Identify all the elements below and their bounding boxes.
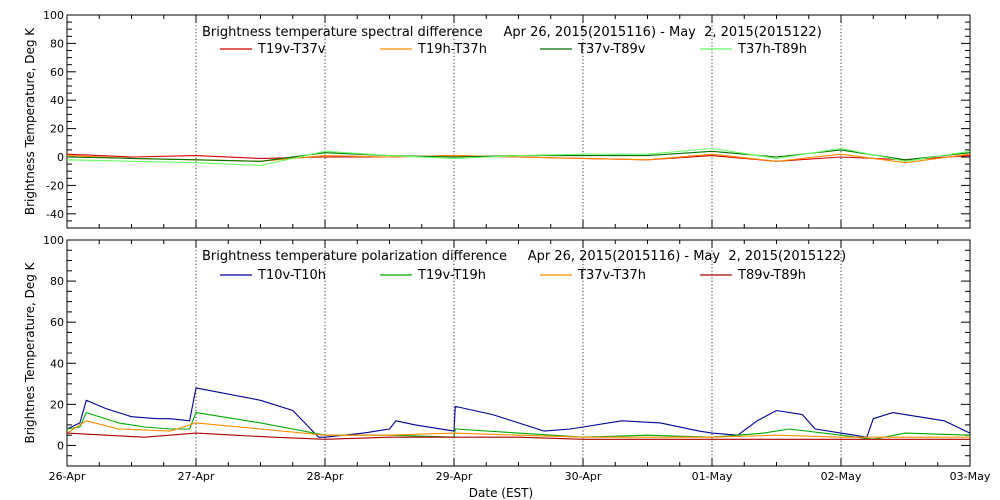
x-tick-label: 03-May xyxy=(950,470,991,483)
y-tick-label: 40 xyxy=(50,94,64,107)
x-axis-title: Date (EST) xyxy=(469,486,533,500)
chart-title: Brightness temperature polarization diff… xyxy=(202,249,846,264)
legend-label: T19h-T37h xyxy=(417,42,487,57)
series-line-T37h-T89h xyxy=(66,147,971,167)
legend-label: T19v-T37v xyxy=(257,42,326,57)
series-line-T10v-T10h xyxy=(66,387,971,438)
y-tick-label: 60 xyxy=(50,316,64,329)
series-line-T37v-T37h xyxy=(66,420,970,438)
y-tick-label: 100 xyxy=(43,9,64,22)
y-tick-label: -40 xyxy=(46,208,64,221)
x-tick-label: 27-Apr xyxy=(178,470,215,483)
x-tick-label: 26-Apr xyxy=(49,470,86,483)
y-tick-label: 80 xyxy=(50,37,64,50)
plot-frame xyxy=(66,14,971,229)
y-tick-label: 40 xyxy=(50,357,64,370)
x-tick-label: 29-Apr xyxy=(436,470,473,483)
chart-title: Brightness temperature spectral differen… xyxy=(202,25,822,40)
legend-label: T37h-T89h xyxy=(737,42,807,57)
legend-label: T89v-T89h xyxy=(737,268,806,283)
y-axis-title: Brightness Temperature, Deg K xyxy=(23,27,37,215)
y-axis-title: Brightnes Temperature, Deg K xyxy=(23,261,37,443)
legend-label: T37v-T37h xyxy=(577,268,646,283)
y-tick-label: 0 xyxy=(57,151,64,164)
y-tick-label: 100 xyxy=(43,234,64,247)
y-tick-label: 20 xyxy=(50,123,64,136)
plot-panel-2 xyxy=(66,239,971,467)
plot-panel-1 xyxy=(66,14,971,229)
series-line-T89v-T89h xyxy=(66,432,970,440)
y-tick-label: 80 xyxy=(50,275,64,288)
y-tick-label: 0 xyxy=(57,439,64,452)
y-tick-label: 60 xyxy=(50,66,64,79)
x-tick-label: 30-Apr xyxy=(565,470,602,483)
y-tick-label: 20 xyxy=(50,398,64,411)
x-tick-label: 01-May xyxy=(692,470,733,483)
x-tick-label: 02-May xyxy=(821,470,862,483)
series-line-T19v-T19h xyxy=(66,412,971,440)
y-tick-label: -20 xyxy=(46,179,64,192)
x-tick-label: 28-Apr xyxy=(307,470,344,483)
legend-label: T19v-T19h xyxy=(417,268,486,283)
legend-label: T10v-T10h xyxy=(257,268,326,283)
legend-label: T37v-T89v xyxy=(577,42,646,57)
